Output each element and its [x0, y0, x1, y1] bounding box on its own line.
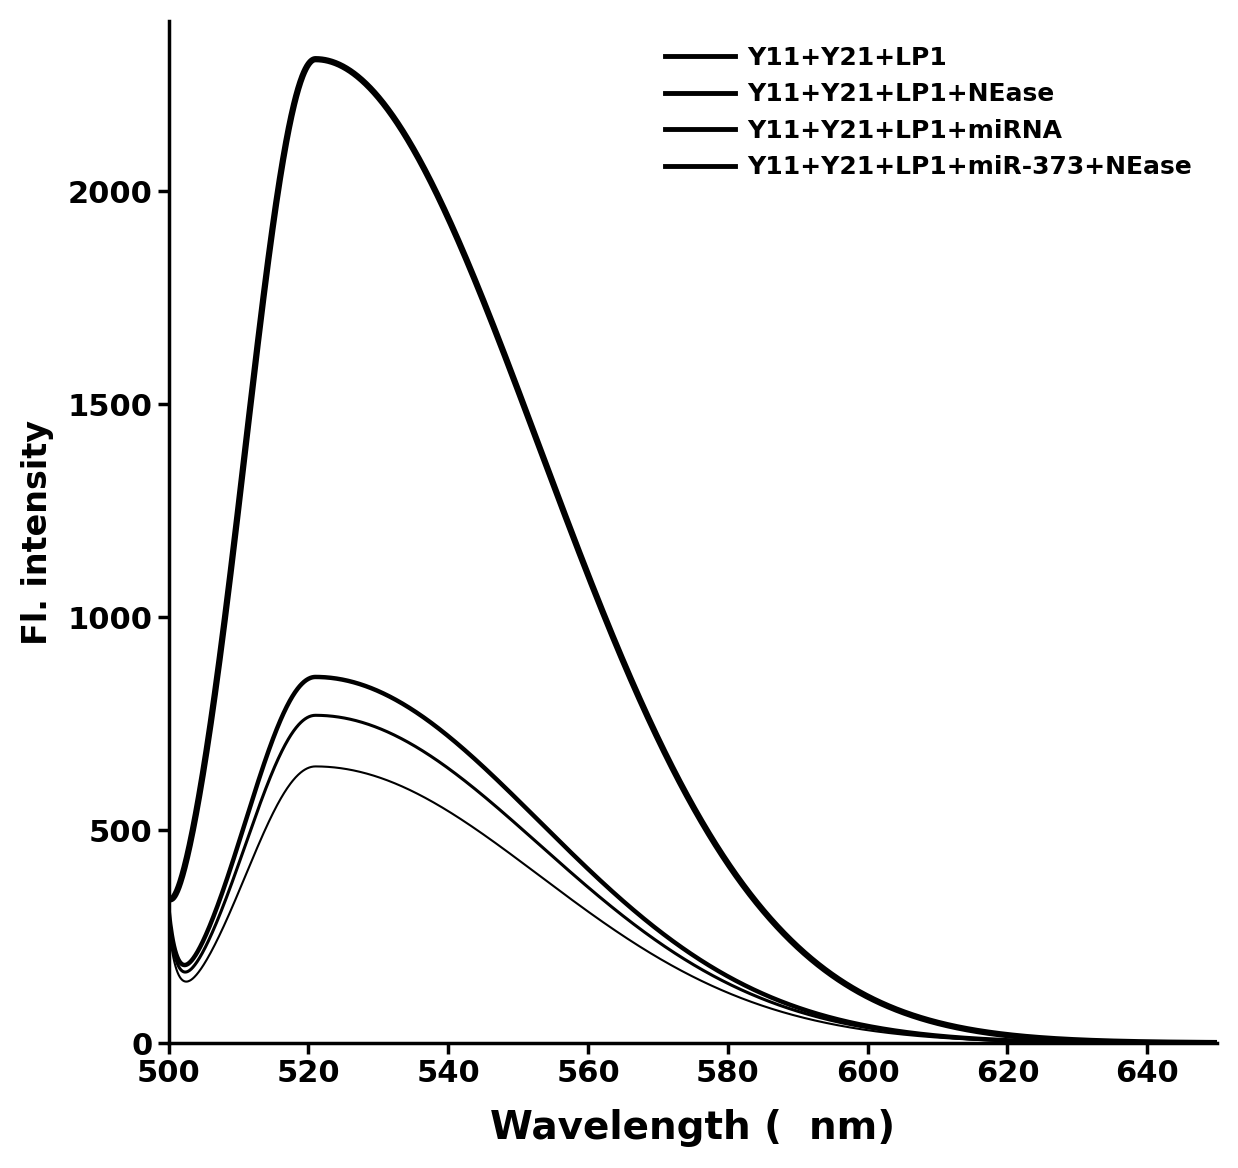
Y11+Y21+LP1+miRNA	[1180, 1036, 1195, 1050]
Y11+Y21+LP1	[671, 773, 686, 787]
Y11+Y21+LP1+miRNA	[1180, 1036, 1195, 1050]
Line: Y11+Y21+LP1+miRNA: Y11+Y21+LP1+miRNA	[168, 715, 1217, 1043]
Y11+Y21+LP1	[1180, 1036, 1195, 1050]
Y11+Y21+LP1+miR-373+NEase	[308, 759, 323, 773]
Y11+Y21+LP1	[644, 717, 659, 731]
Y11+Y21+LP1	[214, 632, 229, 646]
Y11+Y21+LP1+miR-373+NEase	[671, 962, 686, 976]
Y11+Y21+LP1+miRNA	[988, 1033, 1003, 1047]
Y11+Y21+LP1+NEase	[671, 939, 686, 953]
Y11+Y21+LP1	[988, 1027, 1003, 1041]
X-axis label: Wavelength (  nm): Wavelength ( nm)	[490, 1110, 895, 1147]
Y11+Y21+LP1+miR-373+NEase	[644, 946, 659, 960]
Line: Y11+Y21+LP1+miR-373+NEase: Y11+Y21+LP1+miR-373+NEase	[168, 766, 1217, 1043]
Y11+Y21+LP1+miRNA	[1210, 1036, 1224, 1050]
Y11+Y21+LP1	[1180, 1036, 1195, 1050]
Y11+Y21+LP1+miRNA	[308, 708, 323, 722]
Y11+Y21+LP1	[161, 891, 176, 905]
Y11+Y21+LP1+miR-373+NEase	[988, 1034, 1003, 1048]
Y11+Y21+LP1+miRNA	[161, 911, 176, 925]
Y11+Y21+LP1+NEase	[644, 918, 659, 932]
Y11+Y21+LP1+NEase	[308, 670, 323, 684]
Line: Y11+Y21+LP1+NEase: Y11+Y21+LP1+NEase	[168, 677, 1217, 1043]
Legend: Y11+Y21+LP1, Y11+Y21+LP1+NEase, Y11+Y21+LP1+miRNA, Y11+Y21+LP1+miR-373+NEase: Y11+Y21+LP1, Y11+Y21+LP1+NEase, Y11+Y21+…	[652, 34, 1205, 192]
Y11+Y21+LP1+miRNA	[671, 948, 686, 962]
Y11+Y21+LP1+miR-373+NEase	[1180, 1036, 1195, 1050]
Y11+Y21+LP1+NEase	[214, 885, 229, 899]
Y11+Y21+LP1	[308, 53, 323, 67]
Y-axis label: Fl. intensity: Fl. intensity	[21, 419, 53, 645]
Y11+Y21+LP1+miRNA	[644, 930, 659, 944]
Y11+Y21+LP1+miR-373+NEase	[214, 923, 229, 937]
Y11+Y21+LP1+miR-373+NEase	[161, 919, 176, 933]
Y11+Y21+LP1	[1210, 1036, 1224, 1050]
Y11+Y21+LP1+NEase	[988, 1033, 1003, 1047]
Y11+Y21+LP1+miR-373+NEase	[1180, 1036, 1195, 1050]
Y11+Y21+LP1+NEase	[1180, 1036, 1195, 1050]
Line: Y11+Y21+LP1: Y11+Y21+LP1	[168, 60, 1217, 1043]
Y11+Y21+LP1+NEase	[161, 904, 176, 918]
Y11+Y21+LP1+miRNA	[214, 902, 229, 916]
Y11+Y21+LP1+miR-373+NEase	[1210, 1036, 1224, 1050]
Y11+Y21+LP1+NEase	[1180, 1036, 1195, 1050]
Y11+Y21+LP1+NEase	[1210, 1036, 1224, 1050]
